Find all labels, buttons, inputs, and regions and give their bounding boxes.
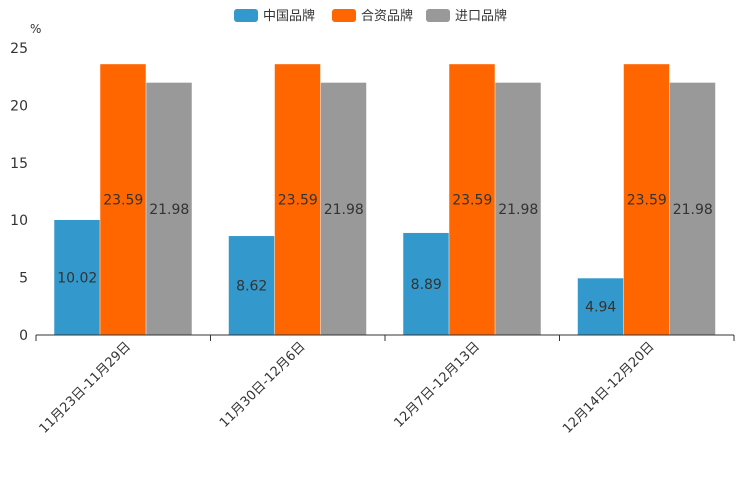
bar — [146, 82, 192, 335]
legend-label: 中国品牌 — [263, 8, 315, 24]
bar — [577, 278, 624, 335]
x-tick-label: 11月30日-12月6日 — [217, 339, 309, 431]
x-tick-label: 11月23日-11月29日 — [37, 339, 134, 436]
legend-swatch — [234, 9, 258, 22]
y-tick-label: 5 — [19, 271, 28, 287]
bar — [228, 236, 275, 335]
y-tick-label: 25 — [10, 41, 28, 57]
data-label: 23.59 — [627, 193, 667, 209]
bar — [274, 64, 321, 335]
x-axis: 11月23日-11月29日 11月30日-12月6日 12月7日-12月13日 12月… — [35, 335, 735, 437]
data-label: 8.89 — [411, 277, 442, 293]
y-tick-label: 10 — [10, 213, 28, 229]
data-label: 21.98 — [498, 202, 538, 218]
bars — [54, 64, 716, 335]
data-label: 8.62 — [236, 279, 267, 295]
y-tick-label: 0 — [19, 328, 28, 344]
bar — [403, 232, 449, 335]
x-tick-label: 12月7日-12月13日 — [391, 339, 483, 431]
data-label: 21.98 — [324, 202, 364, 218]
bar — [320, 82, 367, 335]
data-labels: 10.02 23.59 21.98 8.62 23.59 21.98 8.89 23.59 21… — [57, 193, 713, 316]
bar — [54, 219, 100, 335]
legend-label: 合资品牌 — [361, 8, 413, 24]
y-axis: 0 5 10 15 20 25 — [10, 41, 28, 344]
bar — [669, 82, 716, 335]
y-tick-label: 20 — [10, 98, 28, 114]
y-axis-unit-label: % — [30, 22, 41, 36]
data-label: 4.94 — [585, 300, 616, 316]
bar — [495, 82, 541, 335]
data-label: 23.59 — [103, 193, 143, 209]
legend-label: 进口品牌 — [455, 8, 507, 24]
bar — [100, 64, 146, 335]
data-label: 23.59 — [452, 193, 492, 209]
y-tick-label: 15 — [10, 156, 28, 172]
legend-swatch — [332, 9, 356, 22]
data-label: 21.98 — [673, 202, 713, 218]
data-label: 10.02 — [57, 270, 97, 286]
legend: 中国品牌 合资品牌 进口品牌 — [234, 8, 507, 24]
x-tick-label: 12月14日-12月20日 — [560, 339, 657, 436]
bar — [449, 64, 495, 335]
data-label: 23.59 — [278, 193, 318, 209]
bar — [623, 64, 670, 335]
data-label: 21.98 — [149, 202, 189, 218]
legend-swatch — [426, 9, 450, 22]
